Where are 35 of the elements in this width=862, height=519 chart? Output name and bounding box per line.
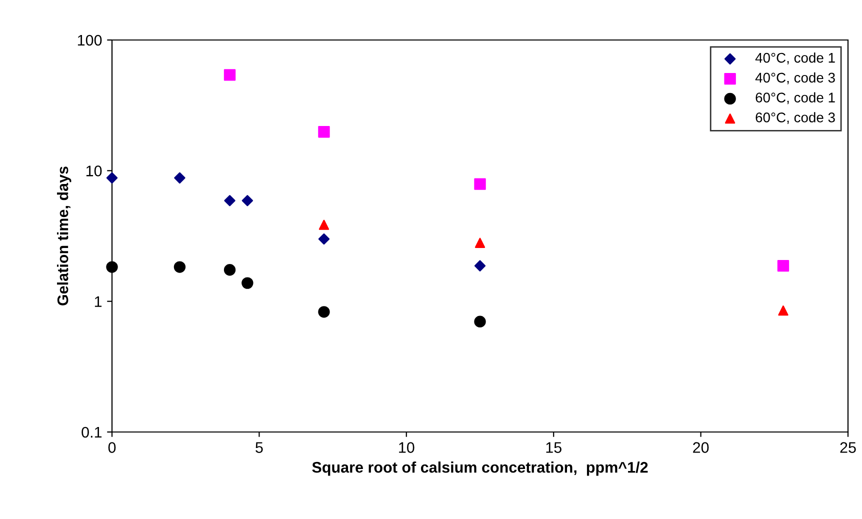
legend-label: 40°C, code 3 [755,72,835,84]
point [174,261,186,273]
x-tick-label: 15 [546,442,562,453]
point [224,264,236,276]
point [318,220,330,230]
point [778,305,788,316]
x-tick-label: 20 [693,442,709,453]
y-tick-label: 10 [86,166,102,176]
point [106,261,118,273]
point [242,195,254,206]
point [474,238,486,248]
x-tick-label: 10 [399,442,414,453]
point [106,172,118,184]
point [318,126,330,138]
point [242,277,254,289]
x-tick-label: 25 [840,442,856,453]
legend-label: 60°C, code 1 [756,92,835,104]
point [474,178,486,190]
point [474,260,486,272]
y-axis-title: Gelation time, days [56,166,72,306]
legend-label: 40°C, code 1 [755,52,835,64]
point [318,233,330,245]
point [474,316,486,328]
legend-label: 60°C, code 3 [756,112,835,124]
point [224,195,236,206]
y-tick-label: 1 [94,296,102,307]
point [174,172,186,184]
point [777,260,790,272]
point [224,69,236,81]
x-tick-label: 0 [108,442,116,453]
point [318,306,330,318]
x-tick-label: 5 [256,442,263,453]
y-tick-label: 100 [78,34,102,46]
x-axis-title: Square root of calsium concetration, ppm^1/2 [312,462,648,476]
y-tick-label: 0.1 [82,426,102,438]
